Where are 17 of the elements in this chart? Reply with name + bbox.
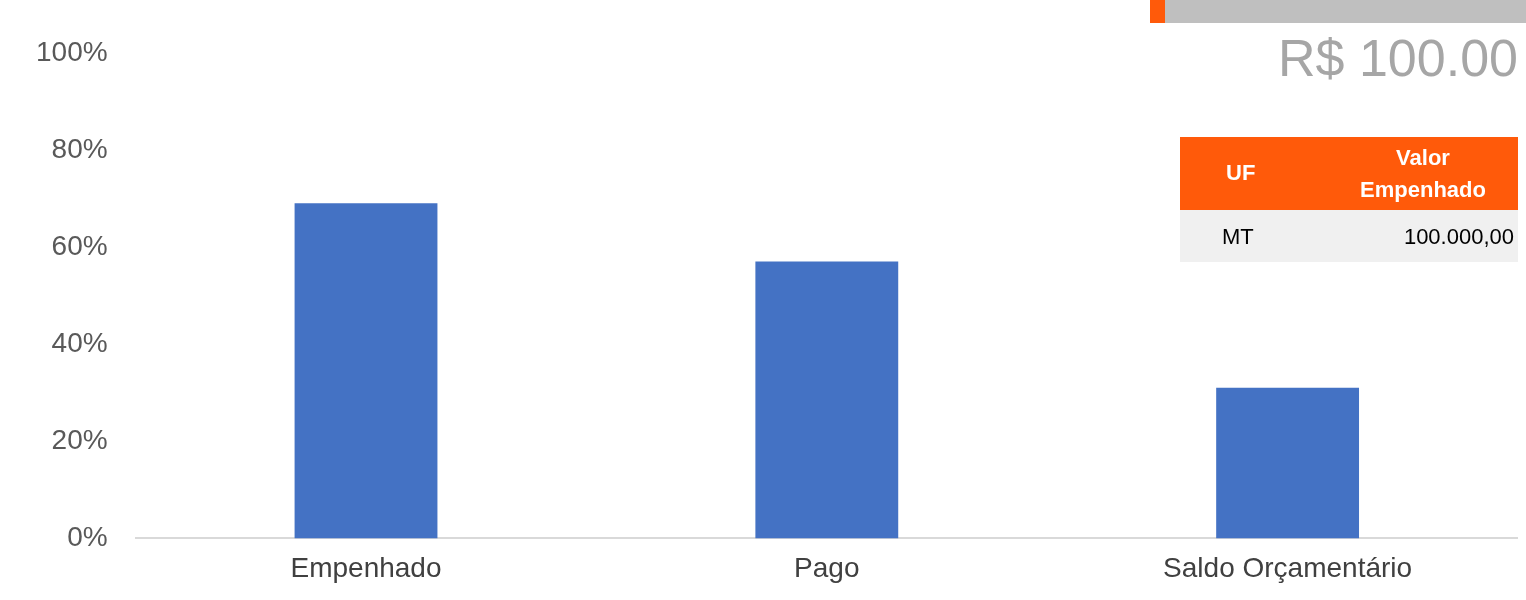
y-tick-label: 80% [51,132,108,164]
annotation: UF [1226,160,1256,186]
y-tick-label: 0% [67,521,108,553]
y-tick-label: 100% [35,35,108,67]
bar [1216,387,1360,539]
annotation: MT [1222,224,1254,250]
bar [755,261,899,539]
annotation: R$ 100.00 [1278,28,1518,88]
annotation: 100.000,00 [1403,224,1514,250]
bar [294,203,438,539]
annotation: Valor Empenhado [1359,144,1487,204]
y-tick-label: 40% [51,326,108,358]
y-tick-label: 60% [51,229,108,261]
y-tick-label: 20% [51,424,108,455]
x-tick-label: Pago [794,551,860,583]
x-tick-label: Empenhado [290,551,442,583]
x-tick-label: Saldo Orçamentário [1163,551,1413,583]
